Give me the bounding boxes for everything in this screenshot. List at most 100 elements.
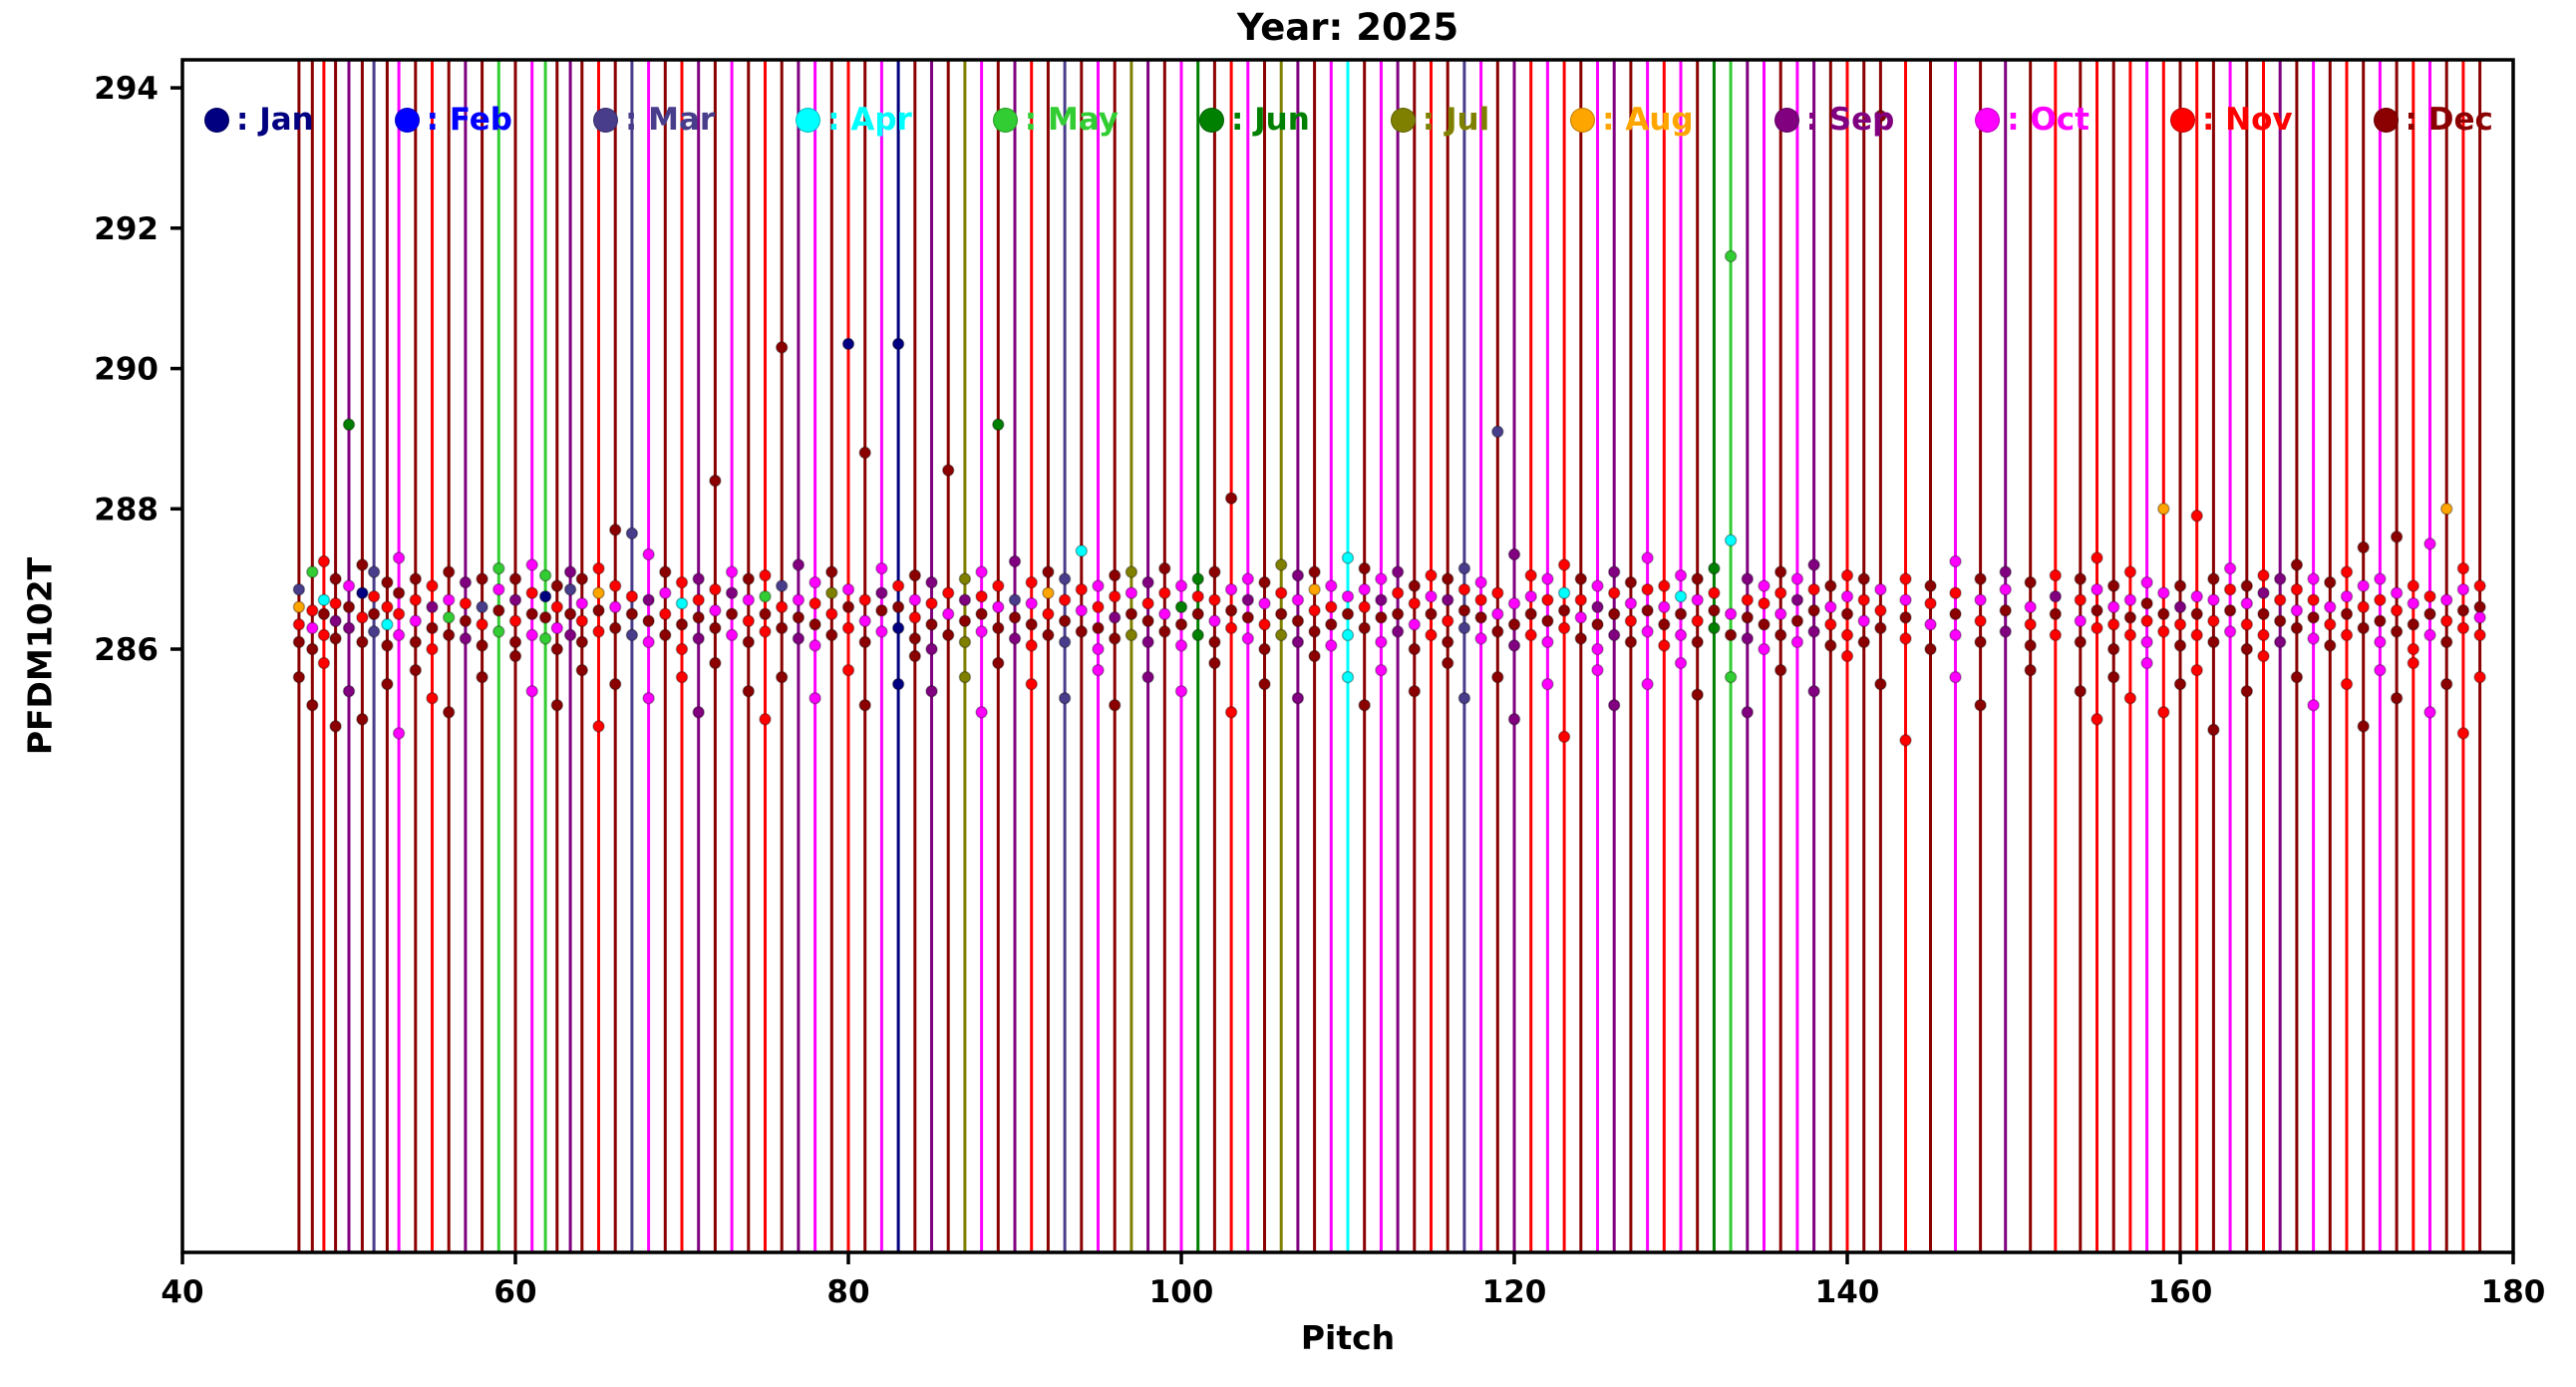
- data-point-nov: [1224, 621, 1238, 635]
- data-point-oct: [2374, 663, 2387, 677]
- data-point-dec: [1274, 607, 1288, 621]
- data-point-oct: [2140, 656, 2153, 670]
- data-point-oct: [1899, 593, 1912, 606]
- data-point-nov: [1773, 586, 1787, 599]
- data-point-sep: [1008, 632, 1022, 645]
- data-point-nov: [2439, 614, 2453, 628]
- data-point-nov: [2049, 568, 2063, 582]
- data-point-dec: [426, 621, 439, 635]
- data-point-dec: [1724, 628, 1738, 642]
- x-axis-label: Pitch: [1300, 1318, 1396, 1357]
- data-point-jun: [1191, 628, 1204, 642]
- data-point-nov: [759, 568, 772, 582]
- data-point-dec: [1758, 618, 1771, 631]
- data-point-nov: [306, 604, 319, 617]
- data-point-dec: [442, 706, 456, 719]
- data-point-nov: [2473, 628, 2486, 642]
- data-point-apr: [1674, 589, 1688, 603]
- data-point-oct: [1790, 572, 1804, 585]
- data-point-dec: [1308, 565, 1321, 578]
- data-point-sep: [329, 614, 342, 628]
- data-point-dec: [825, 628, 838, 642]
- data-point-sep: [1807, 558, 1820, 571]
- data-point-dec: [1042, 628, 1055, 642]
- data-point-jan: [891, 677, 905, 691]
- data-point-nov: [1807, 582, 1820, 596]
- data-point-dec: [409, 663, 423, 677]
- data-point-dec: [550, 579, 564, 592]
- data-point-sep: [1607, 565, 1621, 578]
- data-point-oct: [1674, 656, 1688, 670]
- data-point-oct: [1674, 628, 1688, 642]
- data-point-dec: [1999, 604, 2012, 617]
- data-point-dec: [409, 572, 423, 585]
- data-point-nov: [2273, 593, 2287, 606]
- data-point-oct: [409, 614, 423, 628]
- data-point-dec: [675, 618, 689, 631]
- data-point-oct: [392, 727, 406, 740]
- data-point-oct: [1291, 593, 1305, 606]
- data-point-dec: [742, 684, 756, 698]
- data-point-nov: [925, 596, 938, 610]
- data-point-oct: [1840, 589, 1854, 603]
- data-point-oct: [2374, 572, 2387, 585]
- data-point-nov: [525, 586, 538, 599]
- data-point-sep: [958, 593, 972, 606]
- data-point-dec: [575, 663, 589, 677]
- data-point-jul: [958, 572, 972, 585]
- data-point-jul: [1125, 565, 1138, 578]
- data-point-oct: [2456, 582, 2470, 596]
- data-point-oct: [442, 593, 456, 606]
- data-point-oct: [550, 621, 564, 635]
- data-point-nov: [2091, 621, 2103, 635]
- data-point-nov: [659, 607, 672, 621]
- data-point-sep: [1607, 628, 1621, 642]
- data-point-nov: [1224, 706, 1238, 719]
- data-point-nov: [2157, 706, 2170, 719]
- data-point-oct: [525, 558, 538, 571]
- data-point-nov: [908, 611, 922, 624]
- data-point-nov: [459, 596, 473, 610]
- data-point-dec: [1949, 607, 1962, 621]
- data-point-dec: [2207, 572, 2220, 585]
- data-point-nov: [1425, 628, 1438, 642]
- data-point-apr: [1341, 628, 1355, 642]
- data-point-dec: [2324, 575, 2337, 589]
- data-point-nov: [2091, 551, 2103, 564]
- data-point-dec: [2173, 677, 2187, 691]
- data-point-jul: [825, 586, 838, 599]
- data-point-oct: [1375, 663, 1388, 677]
- data-point-oct: [858, 614, 871, 628]
- data-point-dec: [329, 572, 342, 585]
- data-point-dec: [1408, 579, 1422, 592]
- data-point-dec: [381, 639, 394, 652]
- data-point-nov: [2106, 618, 2120, 631]
- data-point-nov: [1042, 607, 1055, 621]
- data-point-sep: [459, 632, 473, 645]
- data-point-mar: [476, 600, 488, 614]
- data-point-dec: [1824, 639, 1837, 652]
- data-point-oct: [2307, 632, 2320, 645]
- data-point-nov: [1949, 586, 1962, 599]
- data-point-dec: [1924, 642, 1937, 656]
- data-point-oct: [2123, 593, 2137, 606]
- data-point-dec: [459, 614, 473, 628]
- data-point-dec: [608, 677, 622, 691]
- data-point-nov: [367, 589, 381, 603]
- data-point-dec: [1857, 572, 1870, 585]
- data-point-oct: [2223, 561, 2237, 575]
- data-point-dec: [2223, 604, 2237, 617]
- data-point-dec: [875, 604, 888, 617]
- data-point-nov: [2074, 593, 2088, 606]
- data-point-nov: [858, 593, 871, 606]
- data-point-oct: [725, 565, 739, 578]
- data-point-dec: [1708, 604, 1721, 617]
- data-point-nov: [1857, 593, 1870, 606]
- data-point-nov: [1408, 596, 1422, 610]
- data-point-apr: [1724, 533, 1738, 547]
- data-point-sep: [342, 684, 356, 698]
- data-point-dec: [1108, 632, 1122, 645]
- data-point-dec: [2190, 607, 2203, 621]
- data-point-nov: [592, 561, 605, 575]
